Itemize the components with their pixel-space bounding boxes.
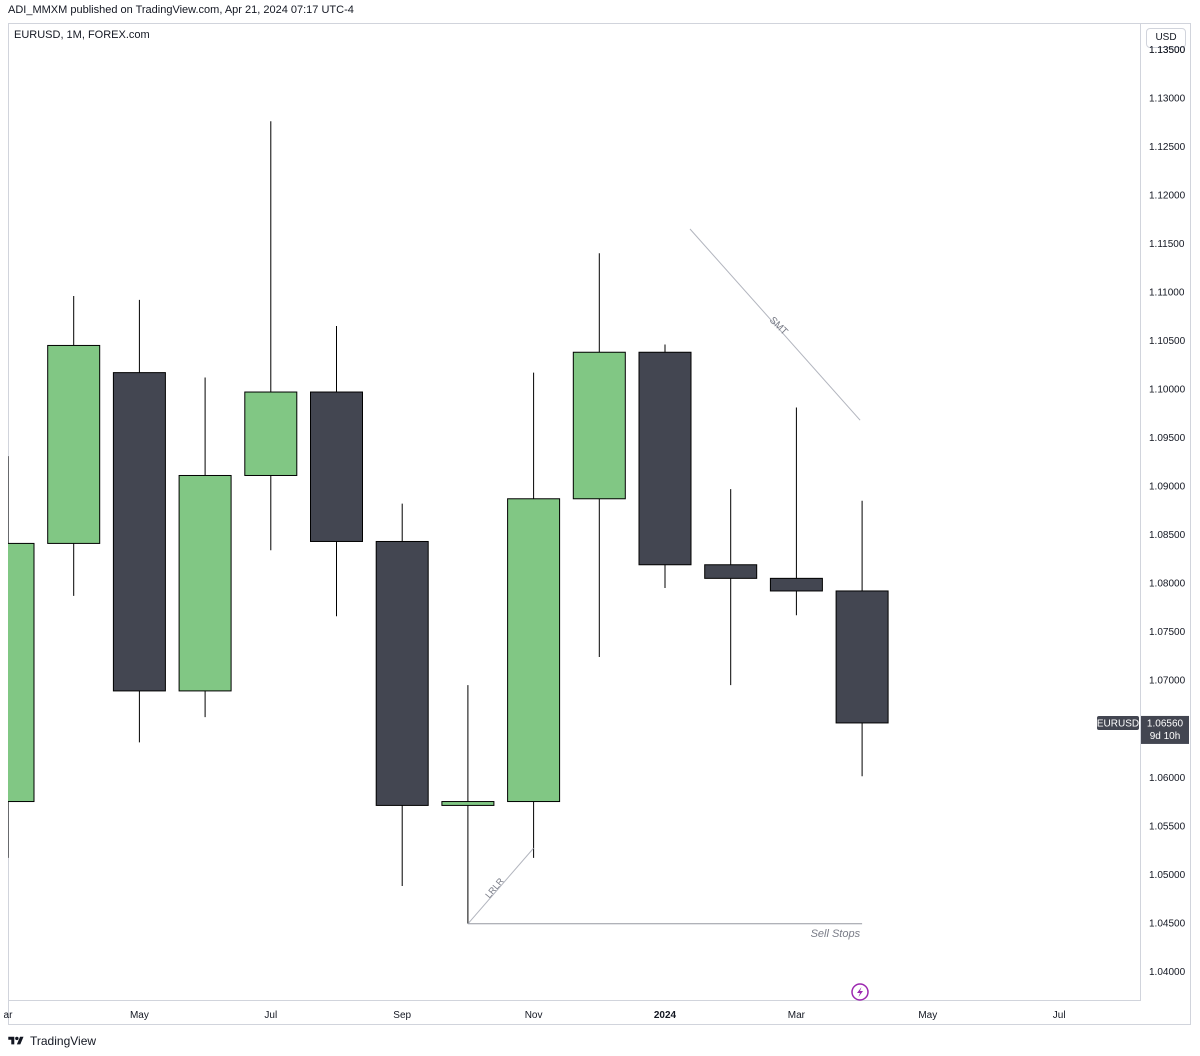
price-tick-label: 1.04000 bbox=[1149, 967, 1186, 978]
price-tick-label: 1.10000 bbox=[1149, 385, 1186, 396]
price-tick-label: 1.13000 bbox=[1149, 94, 1186, 105]
candle-body[interactable] bbox=[835, 590, 889, 724]
price-tick-label: 1.11500 bbox=[1149, 239, 1185, 250]
smt-trendline[interactable] bbox=[689, 228, 861, 421]
price-tick-label: 1.05000 bbox=[1149, 870, 1186, 881]
price-tick-label: 1.11000 bbox=[1149, 288, 1185, 299]
time-axis-border bbox=[8, 1000, 1140, 1001]
candle-body[interactable] bbox=[375, 540, 429, 806]
sell-stops-label: Sell Stops bbox=[811, 928, 861, 940]
countdown-label: 9d 10h bbox=[1150, 731, 1181, 742]
price-tick-label: 1.09500 bbox=[1149, 433, 1186, 444]
candle-body[interactable] bbox=[112, 372, 166, 692]
price-tick-label: 1.05500 bbox=[1149, 821, 1186, 832]
lrlr-trendline[interactable] bbox=[467, 847, 534, 925]
candle-body[interactable] bbox=[0, 542, 35, 803]
price-tick-label: 1.07000 bbox=[1149, 676, 1186, 687]
lightning-icon-glyph bbox=[857, 987, 863, 997]
lrlr-label: LRLR bbox=[483, 876, 506, 900]
price-tick-label: 1.08500 bbox=[1149, 530, 1186, 541]
time-tick-label: Sep bbox=[393, 1010, 411, 1021]
time-tick-label: ar bbox=[4, 1010, 14, 1021]
last-price-symbol-badge bbox=[1097, 715, 1139, 730]
price-tick-label: 1.13500 bbox=[1149, 45, 1186, 56]
last-price-badge bbox=[1141, 715, 1189, 744]
candle-body[interactable] bbox=[507, 498, 561, 803]
footer-brand: TradingView bbox=[30, 1034, 97, 1048]
time-tick-label: Nov bbox=[525, 1010, 543, 1021]
candle-body[interactable] bbox=[638, 351, 692, 566]
price-tick-label: 1.09000 bbox=[1149, 482, 1186, 493]
currency-button[interactable]: USD bbox=[1146, 28, 1186, 48]
last-price-symbol: EURUSD bbox=[1097, 718, 1139, 729]
smt-label: SMT bbox=[767, 315, 790, 338]
candle-body[interactable] bbox=[244, 391, 298, 476]
time-tick-label: Jul bbox=[264, 1010, 277, 1021]
symbol-title[interactable]: EURUSD, 1M, FOREX.com bbox=[14, 29, 150, 41]
candle-body[interactable] bbox=[178, 474, 232, 692]
price-tick-label: 1.04500 bbox=[1149, 918, 1186, 929]
price-tick-label: 1.08000 bbox=[1149, 579, 1186, 590]
price-tick-label: 1.10500 bbox=[1149, 336, 1186, 347]
time-tick-label: 2024 bbox=[654, 1010, 677, 1021]
price-tick-label: 1.12000 bbox=[1149, 191, 1186, 202]
tradingview-logo-icon bbox=[8, 1036, 24, 1045]
candle-body[interactable] bbox=[47, 344, 101, 544]
time-tick-label: Mar bbox=[788, 1010, 806, 1021]
time-tick-label: May bbox=[130, 1010, 149, 1021]
price-tick-label: 1.07500 bbox=[1149, 627, 1186, 638]
candle-body[interactable] bbox=[441, 801, 495, 806]
publish-info: ADI_MMXM published on TradingView.com, A… bbox=[8, 4, 354, 16]
price-tick-label: 1.06000 bbox=[1149, 773, 1186, 784]
price-axis[interactable] bbox=[1140, 24, 1192, 1001]
candle-body[interactable] bbox=[572, 351, 626, 500]
time-tick-label: Jul bbox=[1053, 1010, 1066, 1021]
candle-body[interactable] bbox=[769, 577, 823, 592]
price-tick-label: 1.13500 bbox=[1149, 45, 1186, 56]
time-tick-label: May bbox=[918, 1010, 937, 1021]
last-price-value: 1.06560 bbox=[1147, 718, 1184, 729]
candle-body[interactable] bbox=[704, 564, 758, 579]
price-tick-label: 1.12500 bbox=[1149, 142, 1186, 153]
footer: TradingView bbox=[8, 1031, 96, 1051]
candle-body[interactable] bbox=[310, 391, 363, 542]
